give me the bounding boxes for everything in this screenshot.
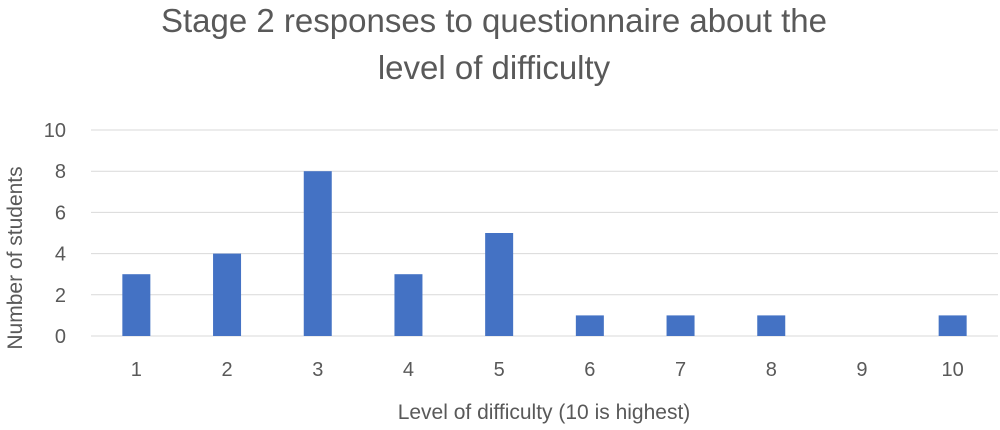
bar <box>122 274 151 336</box>
x-tick-labels: 1 2 3 4 5 6 7 8 9 10 <box>131 359 964 381</box>
x-tick-label: 5 <box>494 359 505 381</box>
x-tick-label: 7 <box>675 359 686 381</box>
x-tick-label: 9 <box>856 359 867 381</box>
y-tick-label: 10 <box>44 120 66 142</box>
y-tick-label: 8 <box>55 161 66 183</box>
bar <box>303 171 332 336</box>
y-tick-label: 2 <box>55 285 66 307</box>
chart-title-line-2: level of difficulty <box>378 49 611 86</box>
bar <box>394 274 423 336</box>
bar <box>575 315 604 336</box>
x-tick-label: 10 <box>942 359 964 381</box>
x-tick-label: 6 <box>584 359 595 381</box>
bar <box>485 233 514 336</box>
bar <box>757 315 786 336</box>
bar <box>938 315 967 336</box>
x-tick-label: 8 <box>766 359 777 381</box>
chart-title-line-1: Stage 2 responses to questionnaire about… <box>161 2 827 39</box>
y-tick-label: 6 <box>55 202 66 224</box>
x-tick-label: 3 <box>312 359 323 381</box>
y-tick-labels: 0 2 4 6 8 10 <box>44 120 66 348</box>
x-axis-label: Level of difficulty (10 is highest) <box>398 401 691 424</box>
x-tick-label: 1 <box>131 359 142 381</box>
y-axis-label: Number of students <box>4 166 27 349</box>
x-tick-label: 4 <box>403 359 414 381</box>
y-tick-label: 4 <box>55 244 66 266</box>
bars <box>122 171 967 336</box>
gridlines <box>91 129 998 337</box>
bar <box>666 315 695 336</box>
x-tick-label: 2 <box>221 359 232 381</box>
y-tick-label: 0 <box>55 326 66 348</box>
bar <box>213 253 242 336</box>
